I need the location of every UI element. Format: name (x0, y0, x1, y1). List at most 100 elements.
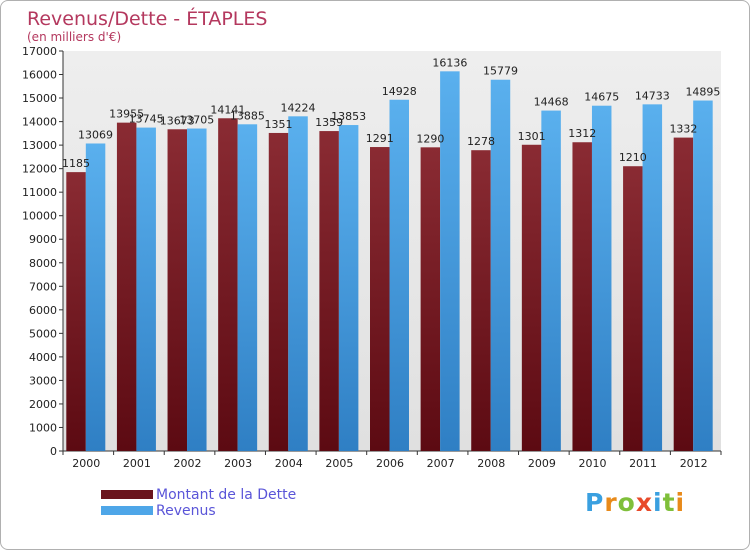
x-tick-label: 2003 (224, 457, 252, 470)
legend-label-dette: Montant de la Dette (156, 487, 297, 503)
data-label-dette-2000: 1185 (62, 157, 90, 170)
y-tick-label: 3000 (29, 374, 57, 387)
y-tick-label: 13000 (22, 139, 57, 152)
bar-revenus-2006 (389, 99, 409, 452)
y-tick-label: 9000 (29, 233, 57, 246)
data-label-revenus-2010: 14675 (584, 91, 619, 104)
data-label-dette-2011: 1210 (619, 151, 647, 164)
y-tick-label: 10000 (22, 210, 57, 223)
y-tick-label: 16000 (22, 69, 57, 82)
bar-revenus-2002 (187, 128, 207, 451)
bars (66, 71, 713, 452)
data-label-dette-2010: 1312 (568, 127, 596, 140)
data-label-dette-2009: 1301 (518, 130, 546, 143)
bar-revenus-2007 (440, 71, 460, 452)
x-axis: 2000 2001 2002 2003 2004 2005 2006 2007 2008 2009… (62, 450, 722, 470)
data-label-revenus-2001: 13745 (129, 113, 164, 126)
bar-dette-2001 (116, 122, 137, 451)
data-label-dette-2005: 1359 (315, 116, 343, 129)
bar-revenus-2009 (541, 110, 561, 451)
legend-label-revenus: Revenus (156, 503, 216, 519)
data-label-revenus-2007: 16136 (432, 56, 467, 69)
x-tick-label: 2002 (174, 457, 202, 470)
x-tick-label: 2010 (578, 457, 606, 470)
bar-dette-2002 (167, 129, 188, 451)
bar-dette-2005 (319, 131, 339, 451)
legend-swatch-dette (101, 490, 153, 499)
x-tick-label: 2008 (477, 457, 505, 470)
x-tick-label: 2012 (680, 457, 708, 470)
y-tick-label: 17000 (22, 45, 57, 58)
logo-letter: t (662, 488, 676, 517)
bar-dette-2000 (66, 172, 86, 452)
data-label-revenus-2008: 15779 (483, 65, 518, 78)
x-tick-label: 2001 (123, 457, 151, 470)
data-label-revenus-2002: 13705 (179, 114, 214, 127)
y-tick-label: 11000 (22, 186, 57, 199)
logo-letter: x (635, 488, 653, 517)
data-label-dette-2003: 14141 (210, 103, 245, 116)
data-label-dette-2002: 13673 (160, 114, 195, 127)
x-tick-label: 2009 (528, 457, 556, 470)
x-tick-label: 2005 (325, 457, 353, 470)
value-labels: 1185130691395513745136731370514141138851… (62, 56, 720, 170)
x-tick-label: 2007 (427, 457, 455, 470)
data-label-revenus-2011: 14733 (635, 89, 670, 102)
bar-dette-2003 (218, 118, 238, 451)
y-tick-label: 15000 (22, 92, 57, 105)
y-tick-label: 12000 (22, 163, 57, 176)
bar-dette-2009 (521, 144, 542, 451)
bar-dette-2011 (623, 166, 643, 452)
data-label-revenus-2003: 13885 (230, 109, 265, 122)
x-tick-label: 2011 (629, 457, 657, 470)
y-tick-label: 14000 (22, 116, 57, 129)
data-label-dette-2012: 1332 (669, 123, 697, 136)
bar-dette-2007 (420, 147, 441, 451)
y-tick-label: 6000 (29, 304, 57, 317)
y-tick-label: 2000 (29, 398, 57, 411)
data-label-revenus-2004: 14224 (281, 101, 316, 114)
y-tick-label: 7000 (29, 280, 57, 293)
logo-letter: o (617, 488, 636, 517)
y-tick-label: 1000 (29, 421, 57, 434)
bar-dette-2008 (471, 150, 491, 451)
data-label-dette-2001: 13955 (109, 108, 144, 121)
proxiti-logo: Proxiti (585, 488, 685, 517)
bar-dette-2012 (673, 137, 694, 451)
logo-letter: P (585, 488, 605, 517)
bar-dette-2006 (370, 147, 390, 451)
bar-dette-2010 (572, 142, 592, 451)
y-tick-label: 5000 (29, 327, 57, 340)
bar-revenus-2003 (237, 124, 258, 451)
bar-dette-2004 (268, 132, 289, 451)
data-label-dette-2004: 1351 (265, 118, 293, 131)
bar-revenus-2012 (693, 100, 713, 451)
x-tick-label: 2004 (275, 457, 303, 470)
legend-swatch-revenus (101, 506, 153, 515)
chart-title: Revenus/Dette - ÉTAPLES (27, 8, 268, 30)
bar-revenus-2005 (338, 125, 359, 451)
data-label-revenus-2009: 14468 (534, 96, 569, 109)
data-label-revenus-2000: 13069 (78, 128, 113, 141)
y-tick-label: 4000 (29, 351, 57, 364)
bar-revenus-2000 (85, 143, 106, 451)
logo-letter: i (653, 488, 663, 517)
logo-letter: i (675, 488, 686, 517)
data-label-revenus-2012: 14895 (685, 86, 720, 99)
y-tick-label: 8000 (29, 257, 57, 270)
data-label-revenus-2005: 13853 (331, 110, 366, 123)
bar-revenus-2001 (136, 127, 156, 452)
y-tick-label: 0 (50, 445, 57, 458)
x-tick-label: 2006 (376, 457, 404, 470)
data-label-dette-2007: 1290 (416, 132, 444, 145)
data-label-dette-2006: 1291 (366, 132, 394, 145)
data-label-revenus-2006: 14928 (382, 85, 417, 98)
data-label-dette-2008: 1278 (467, 135, 495, 148)
logo-letter: r (604, 488, 618, 517)
x-tick-label: 2000 (72, 457, 100, 470)
bar-revenus-2004 (288, 116, 308, 451)
bar-revenus-2011 (642, 104, 663, 451)
chart-subtitle: (en milliers d'€) (27, 30, 122, 44)
